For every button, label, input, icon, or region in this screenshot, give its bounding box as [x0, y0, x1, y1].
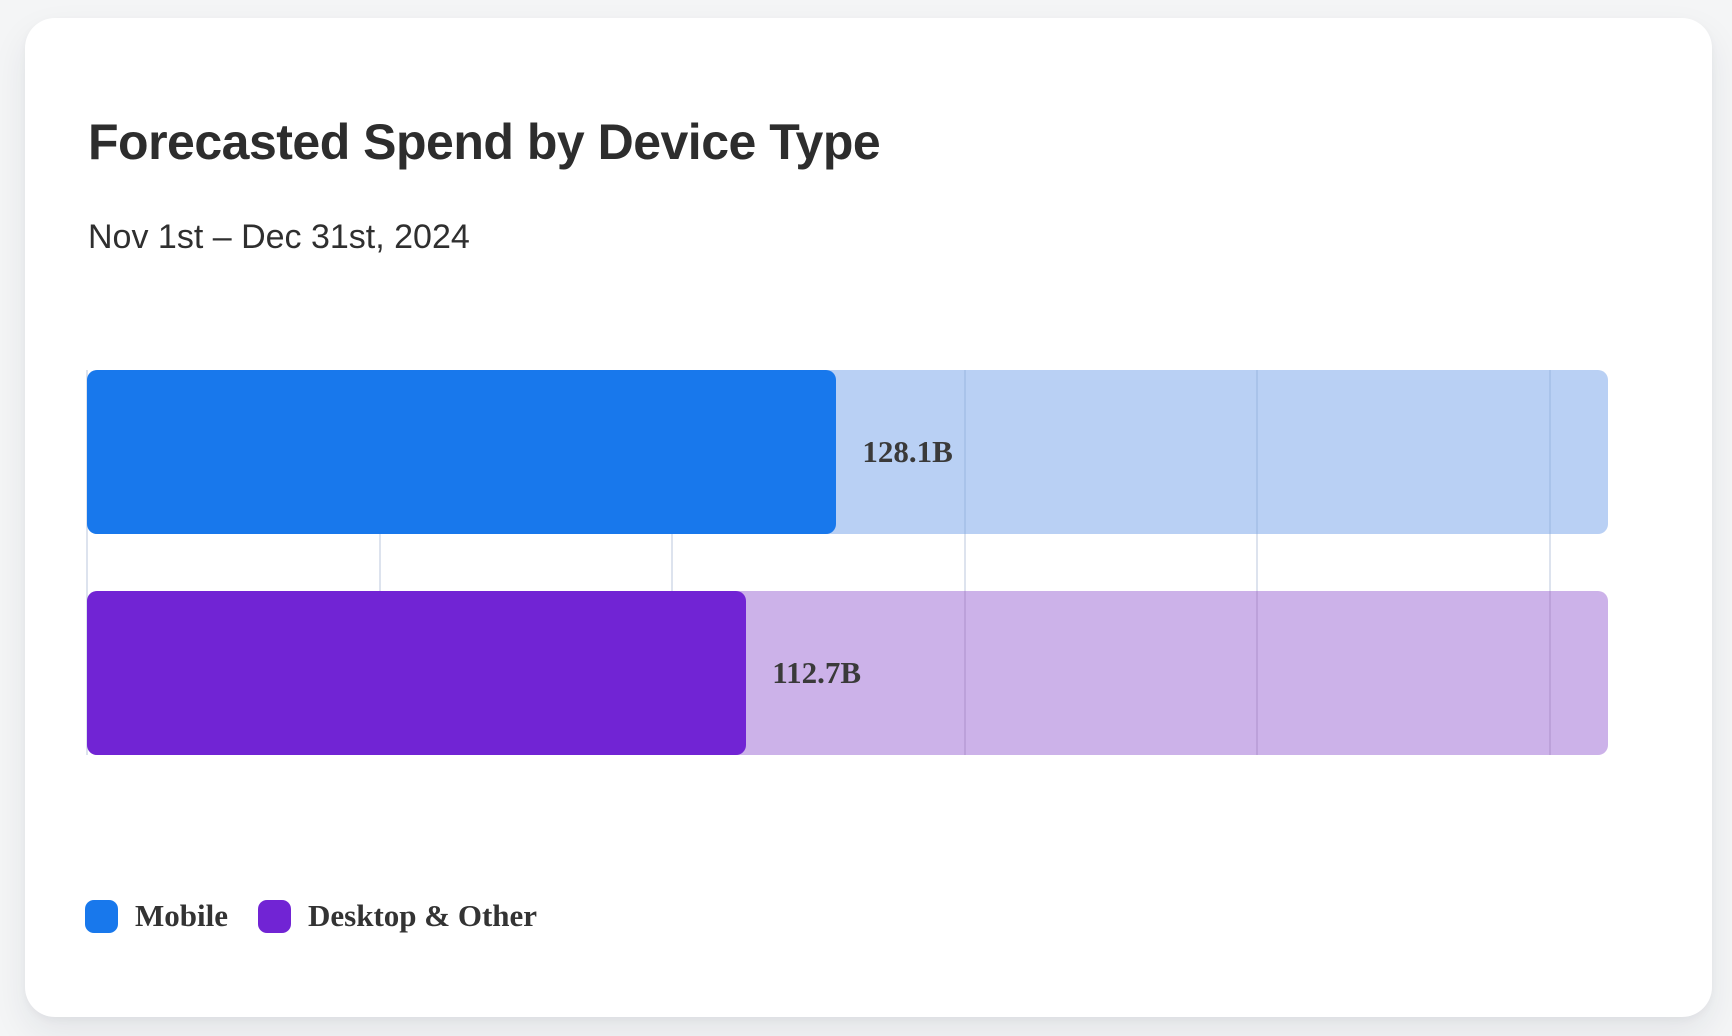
legend-label: Mobile [135, 898, 228, 933]
gridline [671, 370, 673, 755]
gridline [1548, 591, 1551, 755]
gridline [1256, 591, 1258, 755]
bar-value-label: 128.1B [862, 434, 953, 469]
legend-swatch [258, 899, 291, 933]
bar-row-mobile: 128.1B [87, 370, 1608, 534]
gridline [378, 370, 381, 755]
gridline [963, 591, 966, 755]
legend-swatch [85, 899, 118, 933]
chart-title: Forecasted Spend by Device Type [88, 114, 881, 170]
bar-value-label: 112.7B [772, 655, 861, 690]
legend-item-mobile[interactable]: Mobile [85, 898, 228, 934]
bar-fill[interactable] [87, 370, 837, 534]
legend-label: Desktop & Other [308, 898, 538, 933]
plot-area: 128.1B 112.7B [86, 370, 1608, 755]
chart-subtitle: Nov 1st – Dec 31st, 2024 [88, 217, 470, 256]
bar-row-desktop-other: 112.7B [87, 591, 1608, 755]
gridline [1256, 370, 1258, 755]
gridline [86, 370, 88, 755]
legend-item-desktop-other[interactable]: Desktop & Other [258, 898, 537, 934]
gridline [963, 370, 966, 534]
legend: Mobile Desktop & Other [85, 898, 1608, 934]
bar-fill[interactable] [87, 591, 747, 755]
gridline [1548, 370, 1551, 534]
gridline [1548, 370, 1551, 755]
chart-card: Forecasted Spend by Device Type Nov 1st … [25, 18, 1712, 1017]
gridline [963, 370, 966, 755]
gridline [1256, 370, 1258, 534]
